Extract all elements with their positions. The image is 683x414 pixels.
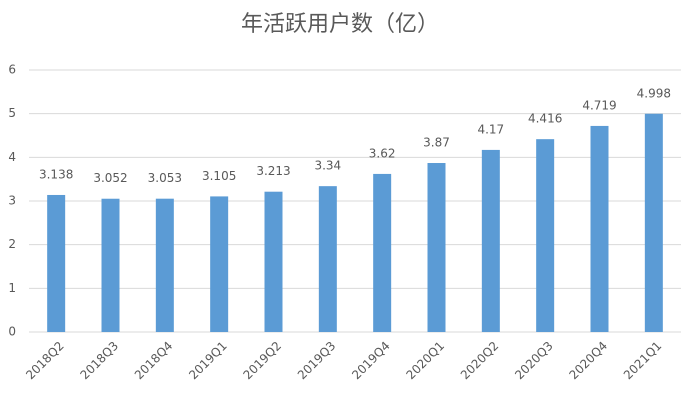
bar (155, 198, 174, 332)
y-tick-label: 3 (8, 194, 16, 208)
data-label: 3.34 (314, 159, 341, 173)
x-tick-label: 2018Q3 (78, 339, 122, 383)
data-label: 3.213 (256, 164, 290, 178)
x-tick-label: 2020Q4 (567, 339, 611, 383)
data-label: 3.87 (423, 136, 450, 150)
bar (373, 173, 392, 332)
x-tick-label: 2019Q3 (295, 339, 339, 383)
data-label: 3.62 (369, 146, 396, 160)
y-tick-label: 5 (8, 106, 16, 120)
y-tick-label: 1 (8, 281, 16, 295)
bar (47, 194, 66, 332)
x-tick-label: 2018Q2 (23, 339, 67, 383)
bar (481, 149, 500, 332)
bar (264, 191, 283, 332)
bar (101, 198, 120, 332)
data-label: 3.105 (202, 169, 236, 183)
data-label: 4.998 (637, 86, 671, 100)
chart-title: 年活跃用户数（亿） (241, 12, 439, 37)
data-label: 4.416 (528, 112, 562, 126)
bar (427, 163, 446, 332)
bar (318, 186, 337, 332)
y-tick-label: 0 (8, 325, 16, 339)
x-tick-label: 2019Q4 (349, 339, 393, 383)
data-label: 3.052 (93, 171, 127, 185)
data-label: 3.053 (148, 171, 182, 185)
x-tick-label: 2018Q4 (132, 339, 176, 383)
y-tick-label: 6 (8, 63, 16, 77)
bar (590, 125, 609, 332)
x-tick-label: 2020Q3 (512, 339, 556, 383)
bar (644, 113, 663, 332)
x-tick-label: 2020Q2 (458, 339, 502, 383)
y-tick-label: 4 (8, 150, 16, 164)
bar (536, 139, 555, 332)
x-tick-label: 2019Q2 (241, 339, 285, 383)
bar (210, 196, 229, 332)
x-tick-label: 2019Q1 (186, 339, 230, 383)
y-tick-label: 2 (8, 237, 16, 251)
x-tick-label: 2020Q1 (404, 339, 448, 383)
data-label: 4.719 (582, 98, 616, 112)
x-tick-label: 2021Q1 (621, 339, 665, 383)
data-label: 4.17 (477, 122, 504, 136)
data-label: 3.138 (39, 167, 73, 181)
